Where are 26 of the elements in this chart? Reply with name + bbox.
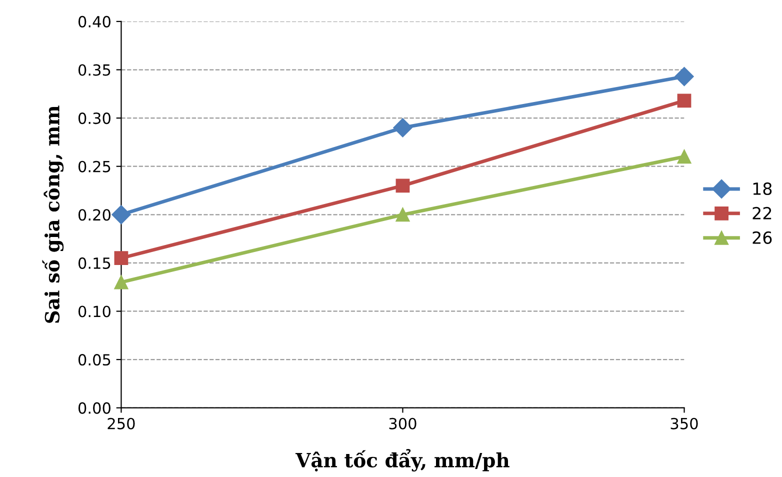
point xyxy=(114,275,128,290)
point xyxy=(674,66,694,86)
point xyxy=(677,94,692,108)
legend-label: 26 xyxy=(752,231,772,244)
y-tick-label: 0.20 xyxy=(78,209,110,221)
y-axis-title: Sai số gia công, mm xyxy=(42,106,64,323)
x-tick-label: 300 xyxy=(389,418,416,430)
legend-label: 22 xyxy=(752,206,772,220)
legend-label: 18 xyxy=(753,182,772,196)
point xyxy=(677,150,692,164)
y-tick-label: 0.05 xyxy=(78,354,110,366)
y-tick-label: 0.25 xyxy=(78,160,110,172)
y-tick-label: 0.40 xyxy=(78,16,110,28)
x-axis-title: Vận tốc đẩy, mm/ph xyxy=(295,449,510,472)
y-tick-label: 0.35 xyxy=(78,64,110,76)
y-tick-label: 0.00 xyxy=(78,402,110,414)
point xyxy=(114,251,128,266)
point xyxy=(396,178,410,193)
y-tick-label: 0.10 xyxy=(78,306,110,318)
point xyxy=(393,118,412,138)
x-tick-label: 350 xyxy=(670,418,698,430)
y-tick-label: 0.30 xyxy=(78,112,110,124)
point xyxy=(396,208,410,222)
x-tick-label: 250 xyxy=(108,418,135,430)
point xyxy=(112,205,131,224)
y-tick-label: 0.15 xyxy=(78,257,110,269)
